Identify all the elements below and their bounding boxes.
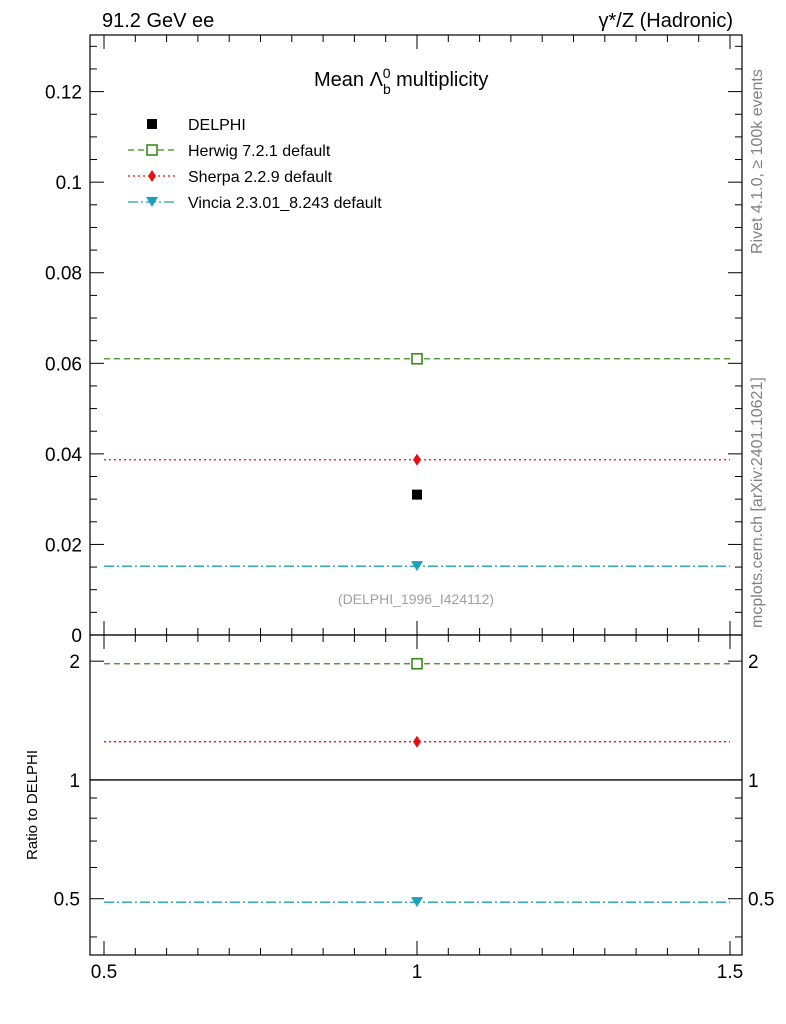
x-tick-label: 1 bbox=[412, 962, 423, 983]
ratio-plot-frame bbox=[89, 634, 743, 956]
ratio-y-axis-label: Ratio to DELPHI bbox=[24, 750, 41, 860]
main-y-tick-label: 0.1 bbox=[56, 173, 82, 194]
sherpa-ratio-point bbox=[413, 735, 421, 748]
vincia-ratio-point bbox=[411, 897, 423, 908]
sherpa-point bbox=[413, 453, 421, 466]
herwig-point bbox=[411, 352, 423, 365]
x-tick-label: 0.5 bbox=[91, 962, 117, 983]
herwig-ratio-point bbox=[411, 657, 423, 670]
legend-vincia-marker bbox=[146, 197, 158, 207]
plot-title: Mean Λb0 multiplicity bbox=[314, 65, 488, 97]
ratio-y-tick-label-left: 1 bbox=[69, 771, 80, 792]
ratio-y-tick-label-right: 1 bbox=[748, 771, 759, 792]
vincia-point bbox=[411, 561, 423, 572]
ratio-y-tick-label-right: 2 bbox=[748, 652, 759, 673]
main-y-tick-label: 0 bbox=[71, 626, 82, 647]
ratio-y-tick-label-right: 0.5 bbox=[748, 890, 774, 911]
ratio-ticks bbox=[90, 635, 742, 955]
ratio-series-group bbox=[90, 657, 742, 908]
header-right-label: γ*/Z (Hadronic) bbox=[599, 10, 733, 32]
legend-sherpa-label: Sherpa 2.2.9 default bbox=[188, 169, 333, 186]
main-y-tick-label: 0.12 bbox=[45, 83, 82, 104]
ratio-tick-labels: 0.5 0.5 1 1 2 2 0.5 1 1.5 bbox=[54, 652, 775, 983]
main-y-tick-label: 0.04 bbox=[45, 445, 82, 466]
ratio-y-tick-label-left: 2 bbox=[69, 652, 80, 673]
main-series-group bbox=[104, 352, 730, 572]
delphi-point bbox=[412, 489, 422, 500]
legend-sherpa-marker bbox=[148, 170, 156, 182]
mcplots-label: mcplots.cern.ch [arXiv:2401.10621] bbox=[749, 377, 766, 628]
legend-delphi-marker bbox=[147, 119, 157, 129]
main-y-tick-label: 0.08 bbox=[45, 264, 82, 285]
header-left-label: 91.2 GeV ee bbox=[102, 10, 214, 32]
legend: DELPHI Herwig 7.2.1 default Sherpa 2.2.9 d… bbox=[128, 117, 382, 212]
ratio-y-tick-label-left: 0.5 bbox=[54, 890, 80, 911]
main-y-tick-label: 0.06 bbox=[45, 354, 82, 375]
main-y-tick-label: 0.02 bbox=[45, 535, 82, 556]
legend-delphi-label: DELPHI bbox=[188, 117, 246, 134]
main-y-tick-labels: 0 0.02 0.04 0.06 0.08 0.1 0.12 bbox=[45, 83, 82, 647]
legend-herwig-marker bbox=[146, 144, 158, 156]
analysis-id-label: (DELPHI_1996_I424112) bbox=[338, 591, 494, 607]
x-tick-label: 1.5 bbox=[717, 962, 743, 983]
legend-vincia-label: Vincia 2.3.01_8.243 default bbox=[188, 195, 382, 212]
main-y-ticks bbox=[90, 35, 742, 636]
rivet-label: Rivet 4.1.0, ≥ 100k events bbox=[749, 69, 766, 254]
legend-herwig-label: Herwig 7.2.1 default bbox=[188, 143, 331, 160]
